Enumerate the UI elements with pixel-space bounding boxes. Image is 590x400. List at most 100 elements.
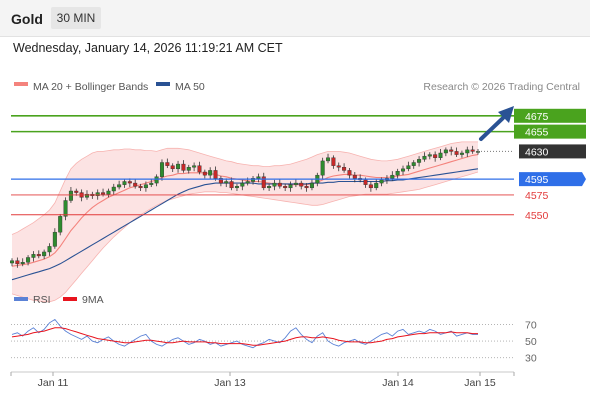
candle-body [149, 182, 154, 185]
candle-body [68, 190, 73, 201]
candle-body [443, 149, 448, 154]
candle-body [117, 184, 122, 188]
legend-ma50-swatch [156, 82, 170, 86]
rsi-line [11, 318, 478, 349]
x-tick-label: Jan 13 [214, 377, 246, 389]
candle-body [165, 162, 170, 166]
candle-body [143, 184, 148, 189]
candle-body [352, 174, 357, 179]
candle-body [133, 182, 138, 187]
bollinger-upper-line [11, 141, 478, 235]
x-tick-label: Jan 14 [382, 377, 414, 389]
x-tick-label: Jan 15 [464, 377, 496, 389]
candle-body [36, 254, 41, 257]
candle-body [208, 170, 213, 176]
candle-body [234, 186, 239, 189]
candle-body [9, 260, 14, 264]
ma50-line [11, 168, 479, 281]
candle-body [42, 251, 47, 257]
candle-body [197, 165, 202, 173]
level-label-4655: 4655 [525, 127, 549, 139]
candle-body [277, 182, 282, 187]
chart-datetime: Wednesday, January 14, 2026 11:19:21 AM … [13, 41, 283, 55]
trend-arrow-head-icon [498, 106, 514, 123]
candle-body [26, 257, 31, 263]
candle-body [106, 190, 111, 195]
ma20-line [11, 154, 479, 267]
legend-ma20-swatch [14, 82, 28, 86]
header-bar: Gold 30 MIN [0, 0, 590, 37]
candle-body [363, 179, 368, 185]
candle-body [63, 200, 68, 217]
candle-body [202, 171, 207, 176]
candle-body [379, 179, 384, 184]
legend-ma20-label: MA 20 + Bollinger Bands [33, 81, 148, 93]
candle-body [224, 181, 229, 184]
candle-body [181, 163, 186, 171]
legend-ma50-label: MA 50 [175, 81, 205, 93]
candle-body [154, 176, 159, 184]
level-label-4595: 4595 [525, 174, 549, 186]
candle-body [240, 182, 245, 187]
x-axis: Jan 11 Jan 13 Jan 14 Jan 15 [10, 372, 515, 389]
candle-body [256, 176, 261, 179]
candle-body [293, 182, 298, 185]
candle-body [347, 170, 352, 176]
candle-body [320, 160, 325, 176]
candle-body [454, 151, 459, 155]
legend-9ma-swatch [63, 297, 77, 301]
candle-body [213, 170, 218, 179]
timeframe-button[interactable]: 30 MIN [51, 7, 101, 29]
candle-body [288, 184, 293, 189]
candle-body [176, 163, 181, 170]
candle-body [159, 162, 164, 177]
level-label-4630: 4630 [525, 146, 549, 158]
candle-body [101, 192, 106, 195]
rsi-level-label-70: 70 [525, 319, 537, 331]
legend-rsi-swatch [14, 297, 28, 301]
candle-body [229, 181, 234, 189]
candle-body [427, 154, 432, 157]
candle-body [95, 192, 100, 196]
trend-arrow-icon [479, 116, 505, 141]
level-label-4550: 4550 [525, 210, 549, 222]
candle-body [111, 186, 116, 192]
candle-body [422, 155, 427, 160]
candle-body [390, 174, 395, 179]
legend-9ma-label: 9MA [82, 294, 104, 306]
candle-body [411, 162, 416, 166]
candle-body [251, 178, 256, 182]
candle-body [283, 186, 288, 189]
candle-body [470, 149, 475, 152]
rsi-level-label-30: 30 [525, 353, 537, 365]
rsi-level-label-50: 50 [525, 336, 537, 348]
candle-body [261, 176, 266, 189]
level-label-bg [514, 108, 586, 123]
candle-body [342, 167, 347, 171]
candle-body [309, 182, 314, 189]
candle-body [74, 190, 79, 193]
candle-body [52, 231, 57, 247]
candle-body [299, 182, 304, 187]
candle-body [459, 152, 464, 155]
level-label-bg [519, 144, 586, 159]
candle-body [326, 157, 331, 162]
candle-body [122, 181, 127, 185]
candle-body [304, 186, 309, 189]
candle-body [138, 186, 143, 189]
candle-body [20, 262, 25, 265]
candle-body [84, 193, 89, 198]
candle-body [192, 165, 197, 168]
candle-body [374, 182, 379, 189]
level-label-bg [519, 172, 586, 187]
candle-body [465, 149, 470, 154]
rsi-panel: 70 50 30 [11, 318, 537, 365]
level-label-4575: 4575 [525, 190, 549, 202]
candle-body [267, 186, 272, 189]
symbol-label: Gold [11, 11, 43, 27]
rsi-9ma-line [11, 327, 478, 346]
candle-body [272, 182, 277, 187]
candle-body [186, 167, 191, 171]
candle-body [58, 216, 63, 233]
candle-body [336, 165, 341, 168]
